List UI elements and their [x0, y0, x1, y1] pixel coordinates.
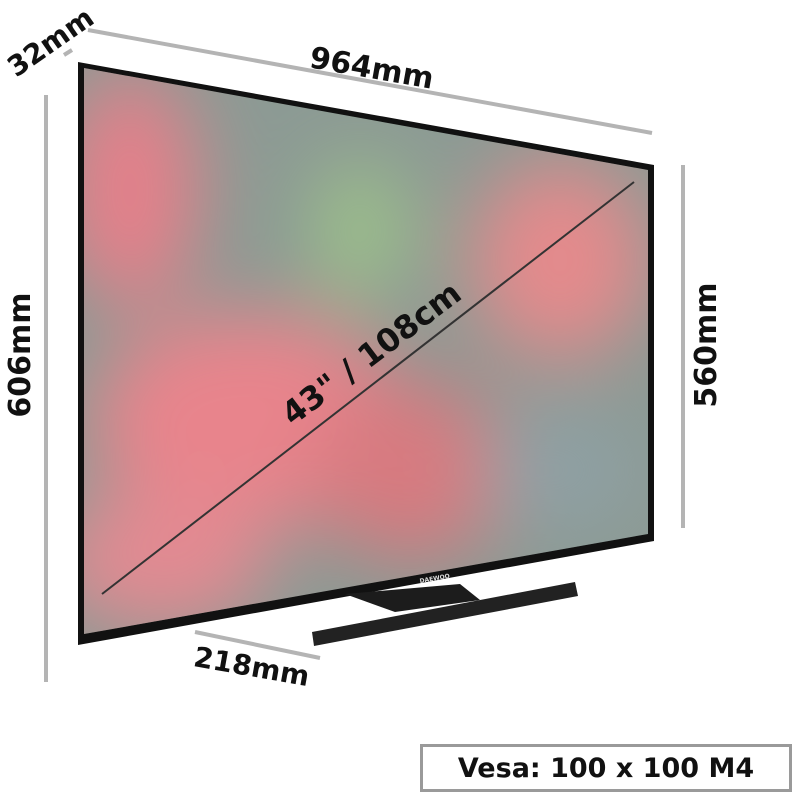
stand-base	[312, 582, 578, 646]
panel-height-label: 560mm	[689, 282, 724, 407]
depth-line	[62, 48, 74, 57]
width-label: 964mm	[307, 41, 436, 97]
diagonal-line	[101, 181, 635, 595]
width-line	[87, 28, 653, 135]
tv-screen	[84, 68, 648, 634]
stand-neck	[345, 584, 480, 612]
vesa-label: Vesa: 100 x 100 M4	[420, 744, 792, 792]
stand-depth-label: 218mm	[191, 640, 312, 693]
dimension-lines	[44, 28, 685, 682]
stand-depth-line	[194, 630, 321, 660]
height-label: 606mm	[3, 292, 38, 417]
